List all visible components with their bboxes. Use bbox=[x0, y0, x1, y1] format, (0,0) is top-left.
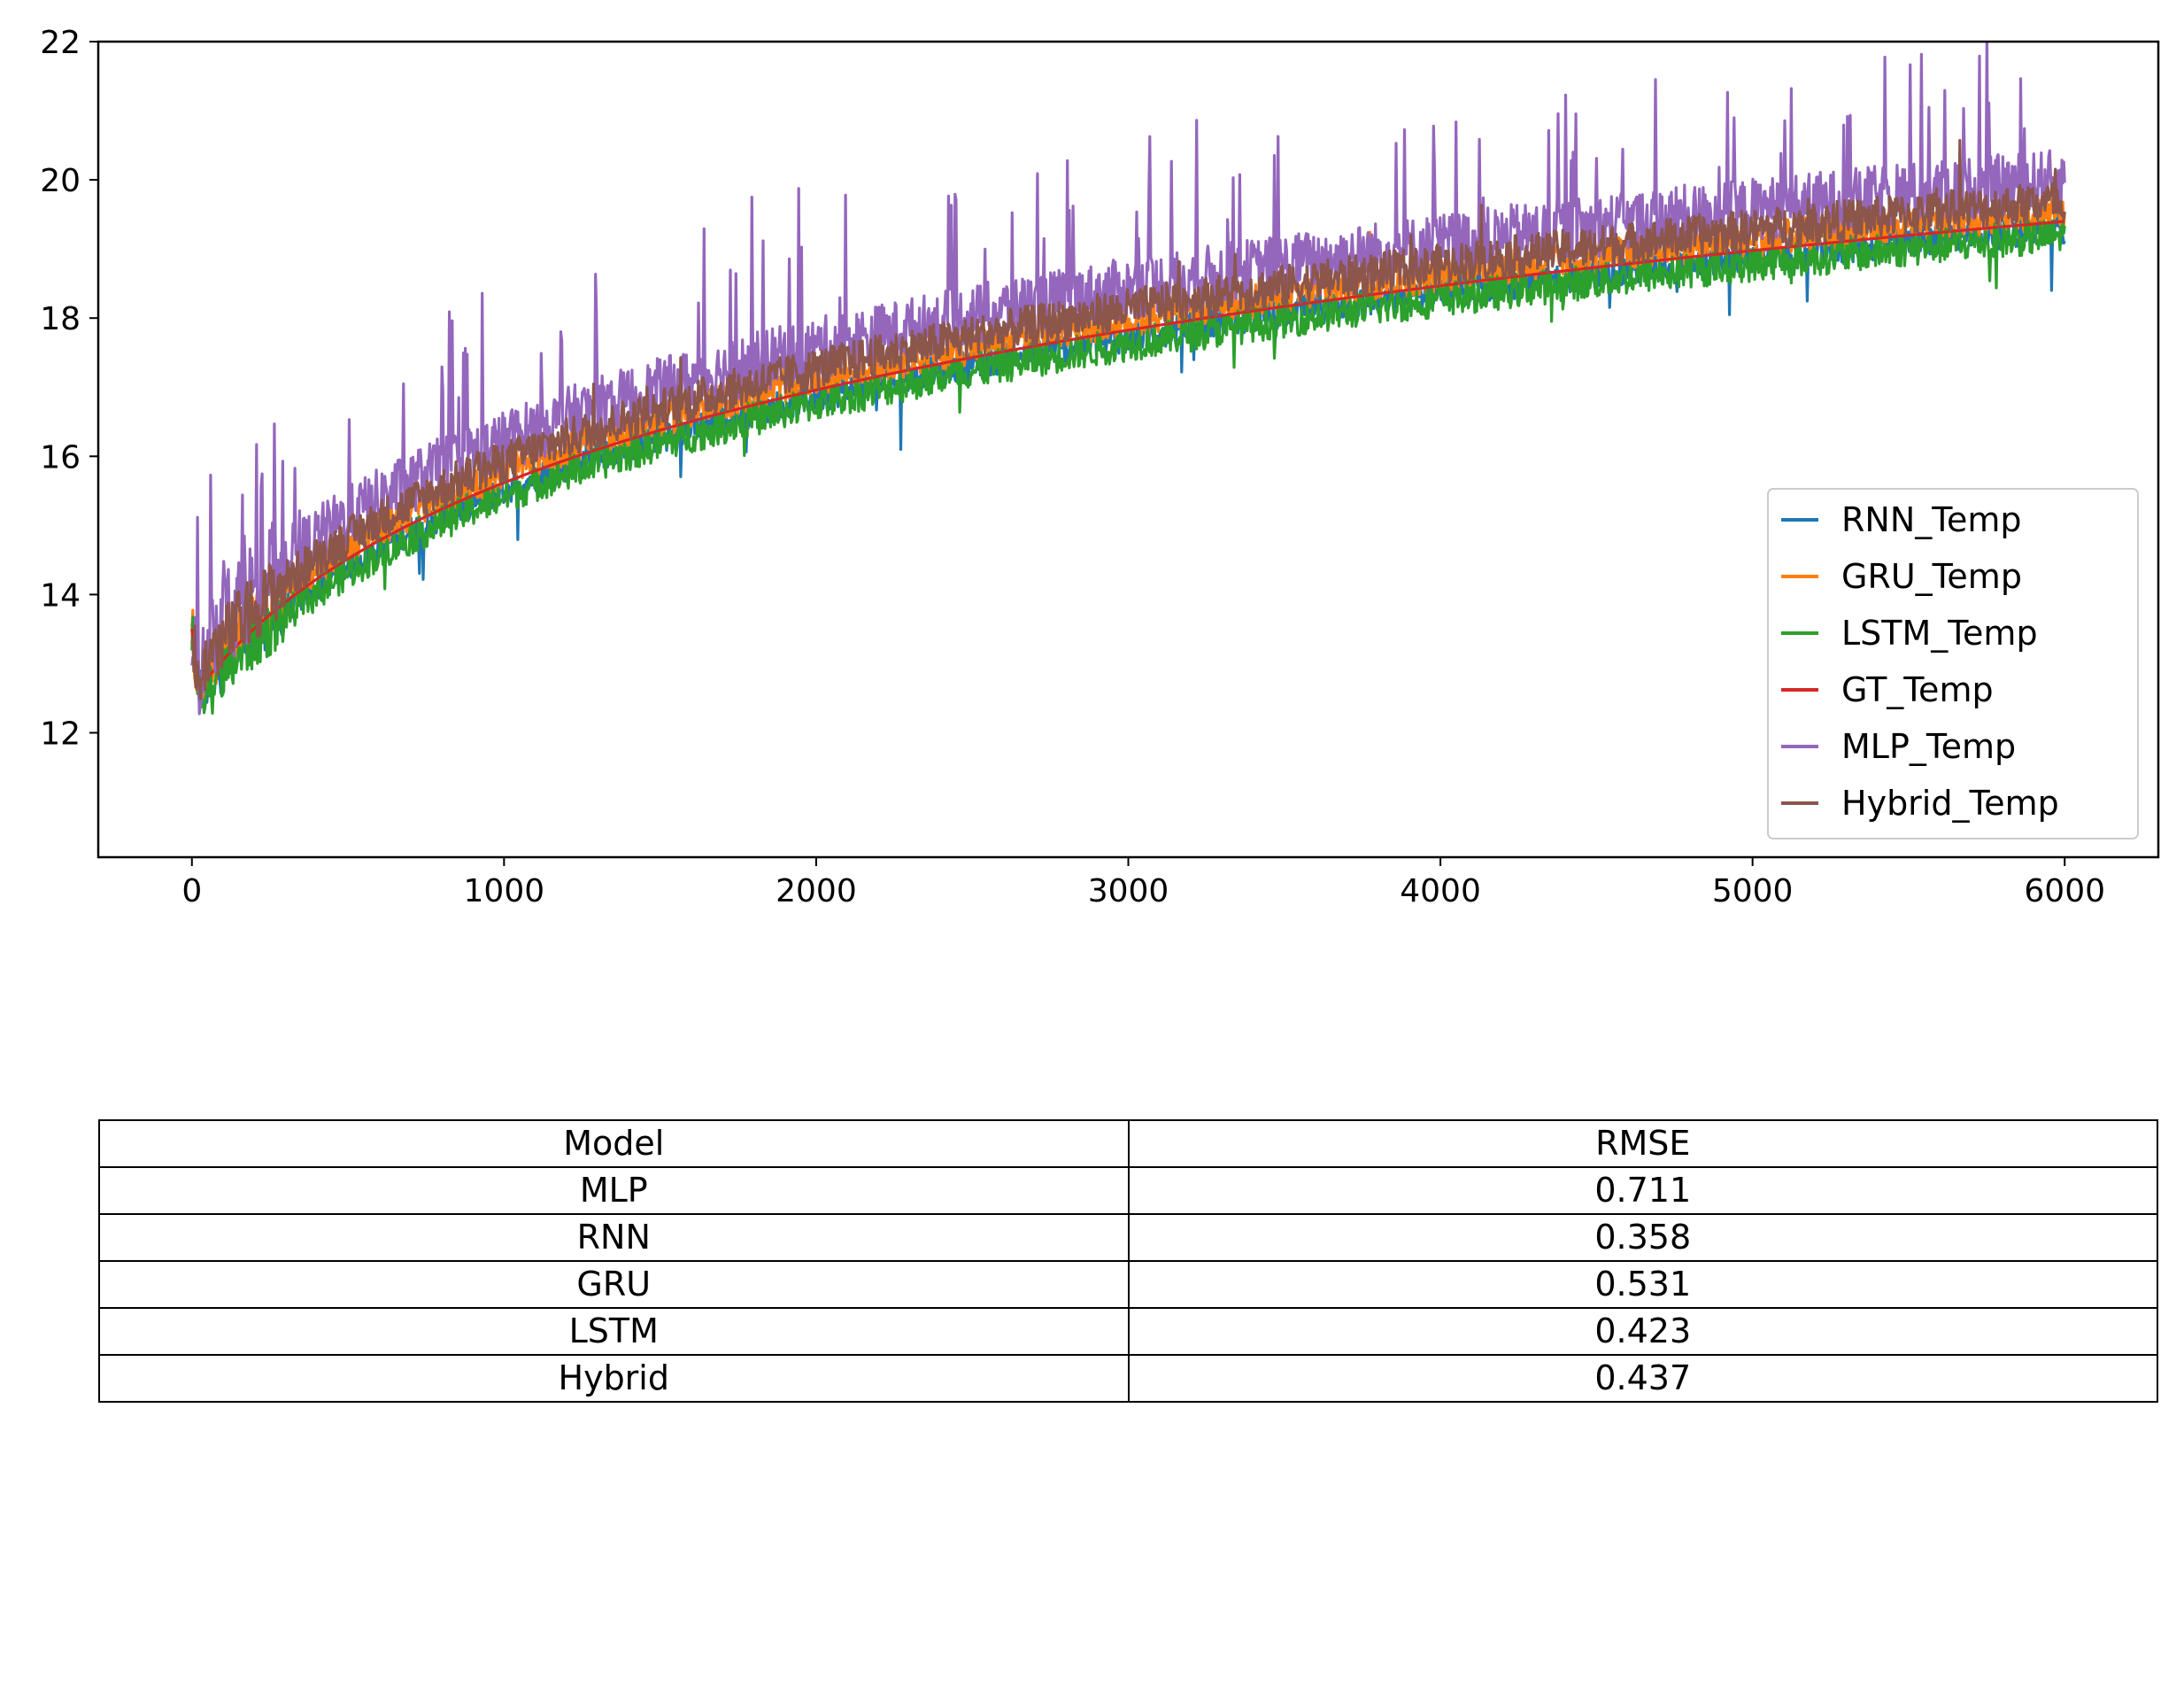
legend-label: RNN_Temp bbox=[1841, 500, 2022, 539]
rmse-cell: 0.358 bbox=[1127, 1213, 2158, 1262]
y-tick-label: 14 bbox=[40, 577, 81, 614]
y-tick-label: 16 bbox=[40, 439, 81, 476]
x-tick-label: 1000 bbox=[464, 873, 545, 909]
rmse-cell: 0.437 bbox=[1127, 1354, 2158, 1403]
series-line-GT_Temp bbox=[190, 220, 2065, 692]
series-line-Hybrid_Temp bbox=[190, 138, 2066, 700]
legend-label: MLP_Temp bbox=[1841, 727, 2016, 766]
table-row: LSTM 0.423 bbox=[98, 1307, 2158, 1356]
x-tick-label: 0 bbox=[181, 873, 202, 909]
table-row: GRU 0.531 bbox=[98, 1260, 2158, 1309]
rmse-table: Model RMSE MLP 0.711 RNN 0.358 GRU 0.531… bbox=[98, 1119, 2158, 1403]
legend-label: Hybrid_Temp bbox=[1841, 784, 2059, 823]
x-tick-label: 3000 bbox=[1088, 873, 1169, 909]
header-rmse: RMSE bbox=[1127, 1119, 2158, 1168]
header-model: Model bbox=[98, 1119, 1130, 1168]
model-cell: Hybrid bbox=[98, 1354, 1130, 1403]
legend: RNN_Temp GRU_Temp LSTM_Temp GT_Temp MLP_Temp… bbox=[1767, 488, 2139, 839]
series-line-MLP_Temp bbox=[190, 42, 2066, 716]
model-cell: RNN bbox=[98, 1213, 1130, 1262]
x-tick-label: 5000 bbox=[1712, 873, 1794, 909]
y-tick-label: 22 bbox=[40, 25, 81, 61]
y-axis: 12 14 16 18 20 22 bbox=[40, 25, 98, 753]
model-cell: MLP bbox=[98, 1166, 1130, 1215]
table-row: Hybrid 0.437 bbox=[98, 1354, 2158, 1403]
x-tick-label: 2000 bbox=[776, 873, 857, 909]
x-axis: 0 1000 2000 3000 4000 5000 6000 bbox=[181, 857, 2105, 909]
x-tick-label: 6000 bbox=[2024, 873, 2105, 909]
table-row: MLP 0.711 bbox=[98, 1166, 2158, 1215]
table-row: RNN 0.358 bbox=[98, 1213, 2158, 1262]
series-layer bbox=[190, 42, 2066, 716]
model-cell: LSTM bbox=[98, 1307, 1130, 1356]
series-line-LSTM_Temp bbox=[190, 219, 2066, 716]
model-cell: GRU bbox=[98, 1260, 1130, 1309]
rmse-cell: 0.531 bbox=[1127, 1260, 2158, 1309]
table-header-row: Model RMSE bbox=[98, 1119, 2158, 1168]
rmse-cell: 0.423 bbox=[1127, 1307, 2158, 1356]
x-tick-label: 4000 bbox=[1400, 873, 1481, 909]
rmse-cell: 0.711 bbox=[1127, 1166, 2158, 1215]
y-tick-label: 20 bbox=[40, 163, 81, 199]
y-tick-label: 12 bbox=[40, 716, 81, 753]
legend-label: GRU_Temp bbox=[1841, 557, 2022, 596]
y-tick-label: 18 bbox=[40, 301, 81, 337]
legend-label: LSTM_Temp bbox=[1841, 614, 2038, 653]
legend-box bbox=[1767, 488, 2139, 839]
legend-label: GT_Temp bbox=[1841, 670, 1994, 709]
